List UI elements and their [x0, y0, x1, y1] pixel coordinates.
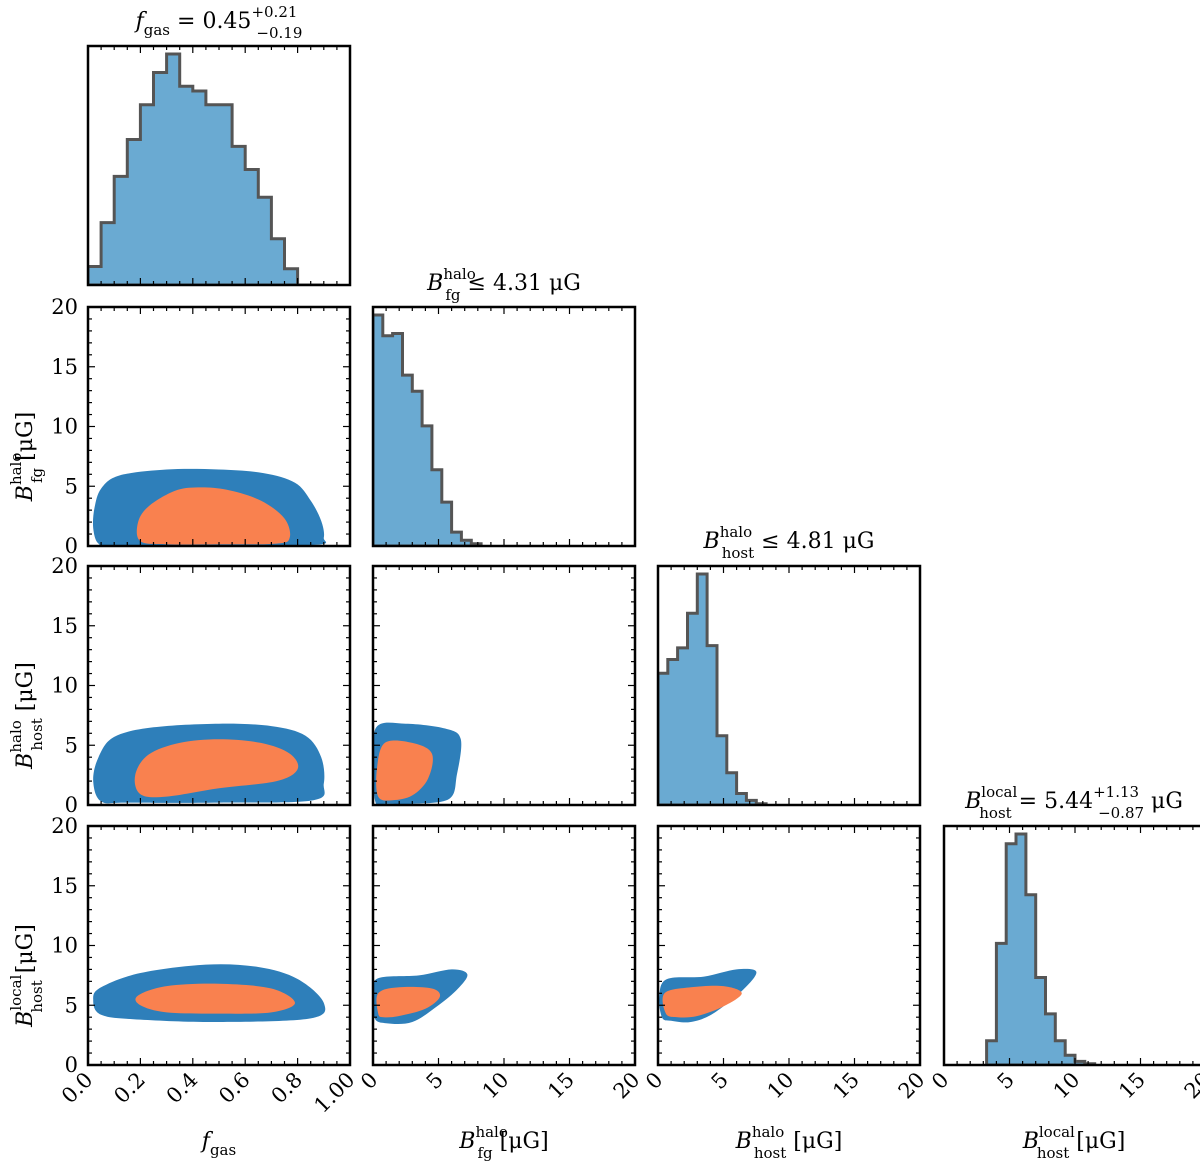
- y-tick-label: 10: [51, 674, 78, 698]
- y-tick-label: 5: [65, 733, 78, 757]
- y-tick-label: 15: [51, 874, 78, 898]
- y-tick-label: 20: [51, 554, 78, 578]
- x-tick-label: 20: [1180, 1068, 1200, 1104]
- y-tick-label: 15: [51, 614, 78, 638]
- y-tick-label: 5: [65, 993, 78, 1017]
- x-tick-label: 5: [993, 1068, 1019, 1094]
- histogram-bars: [985, 832, 1097, 1065]
- x-tick-label: 10: [478, 1068, 514, 1104]
- x-tick-label: 0: [927, 1068, 953, 1094]
- title-fgas-text: fgas = 0.45+0.21 −0.19: [134, 3, 303, 42]
- xlabel-fgas: fgas: [200, 1129, 236, 1159]
- x-tick-label: 0.0: [57, 1068, 98, 1109]
- panel-fgas-hist: [86, 44, 352, 287]
- contour-68: [134, 739, 299, 798]
- x-tick-label: 1.00: [309, 1068, 359, 1118]
- panel-frame: [371, 564, 637, 807]
- y-tick-label: 15: [51, 355, 78, 379]
- contour-68: [662, 985, 742, 1018]
- title-blocal: Blocal host = 5.44+1.13 −0.87 μG: [964, 783, 1183, 822]
- xlabel-bhost: Bhalo host [μG]: [735, 1123, 843, 1162]
- x-tick-label: 0.6: [214, 1068, 255, 1109]
- title-bfg: Bhalo fg ≤ 4.31 μG: [426, 265, 581, 304]
- y-tick-label: 5: [65, 474, 78, 498]
- histogram-bars: [658, 572, 768, 805]
- y-tick-label: 20: [51, 295, 78, 319]
- panel-frame: [86, 564, 352, 807]
- x-tick-label: 20: [609, 1068, 645, 1104]
- panel-bhost-vs-fgas: [86, 564, 352, 807]
- x-tick-label: 15: [828, 1068, 864, 1104]
- x-tick-label: 0: [356, 1068, 382, 1094]
- panel-bhost-vs-bfg: [371, 564, 637, 807]
- contour-68: [376, 986, 441, 1018]
- xlabel-bfg-text: Bhalo fg [μG]: [458, 1123, 548, 1162]
- panel-blocal-vs-bfg: [371, 824, 637, 1067]
- panel-frame: [371, 824, 637, 1067]
- panel-blocal-vs-bhost: [656, 824, 922, 1067]
- ylabel-blocal-text: Blocal host [μG]: [7, 924, 46, 1028]
- x-tick-label: 0.8: [267, 1068, 308, 1109]
- xlabel-blocal-text: Blocal host [μG]: [1022, 1123, 1126, 1162]
- x-tick-label: 5: [422, 1068, 448, 1094]
- panel-blocal-vs-fgas: [86, 824, 352, 1067]
- x-tick-label: 10: [1049, 1068, 1085, 1104]
- contour-68: [376, 740, 433, 801]
- title-blocal-text: Blocal host = 5.44+1.13 −0.87 μG: [964, 783, 1183, 822]
- panel-blocal-hist: [942, 824, 1200, 1067]
- x-tick-label: 15: [543, 1068, 579, 1104]
- xlabel-bhost-text: Bhalo host [μG]: [735, 1123, 843, 1162]
- ylabel-bhost: Bhalo host [μG]: [7, 662, 46, 770]
- x-tick-label: 0.4: [162, 1068, 203, 1109]
- panel-frame: [86, 44, 352, 287]
- panel-frame: [86, 305, 352, 548]
- title-fgas: fgas = 0.45+0.21 −0.19: [134, 3, 303, 42]
- x-tick-label: 20: [894, 1068, 930, 1104]
- panel-bfg-hist: [371, 305, 637, 548]
- x-tick-label: 0: [641, 1068, 667, 1094]
- y-tick-label: 10: [51, 934, 78, 958]
- y-tick-label: 0: [65, 1053, 78, 1077]
- panel-frame: [656, 564, 922, 807]
- contour-68: [136, 487, 291, 545]
- x-tick-label: 5: [707, 1068, 733, 1094]
- ylabel-bfg-text: Bhalo fg [μG]: [7, 412, 46, 502]
- x-tick-label: 15: [1114, 1068, 1150, 1104]
- xlabel-fgas-text: fgas: [200, 1129, 236, 1159]
- panel-frame: [371, 305, 637, 548]
- panel-bhost-hist: [656, 564, 922, 807]
- ylabel-bhost-text: Bhalo host [μG]: [7, 662, 46, 770]
- xlabel-bfg: Bhalo fg [μG]: [458, 1123, 548, 1162]
- x-tick-label: 10: [763, 1068, 799, 1104]
- histogram-bars: [88, 52, 324, 285]
- ylabel-blocal: Blocal host [μG]: [7, 924, 46, 1028]
- x-tick-label: 0.2: [109, 1068, 150, 1109]
- y-tick-label: 0: [65, 534, 78, 558]
- panel-frame: [942, 824, 1200, 1067]
- y-tick-label: 10: [51, 415, 78, 439]
- panel-frame: [656, 824, 922, 1067]
- title-bhost-text: Bhalo host ≤ 4.81 μG: [703, 523, 875, 562]
- panel-frame: [86, 824, 352, 1067]
- title-bfg-text: Bhalo fg ≤ 4.31 μG: [426, 265, 581, 304]
- panel-bfg-vs-fgas: [86, 305, 352, 548]
- y-tick-label: 0: [65, 793, 78, 817]
- y-tick-label: 20: [51, 814, 78, 838]
- xlabel-blocal: Blocal host [μG]: [1022, 1123, 1126, 1162]
- contour-68: [135, 983, 295, 1014]
- title-bhost: Bhalo host ≤ 4.81 μG: [703, 523, 875, 562]
- histogram-bars: [373, 313, 483, 546]
- ylabel-bfg: Bhalo fg [μG]: [7, 412, 46, 502]
